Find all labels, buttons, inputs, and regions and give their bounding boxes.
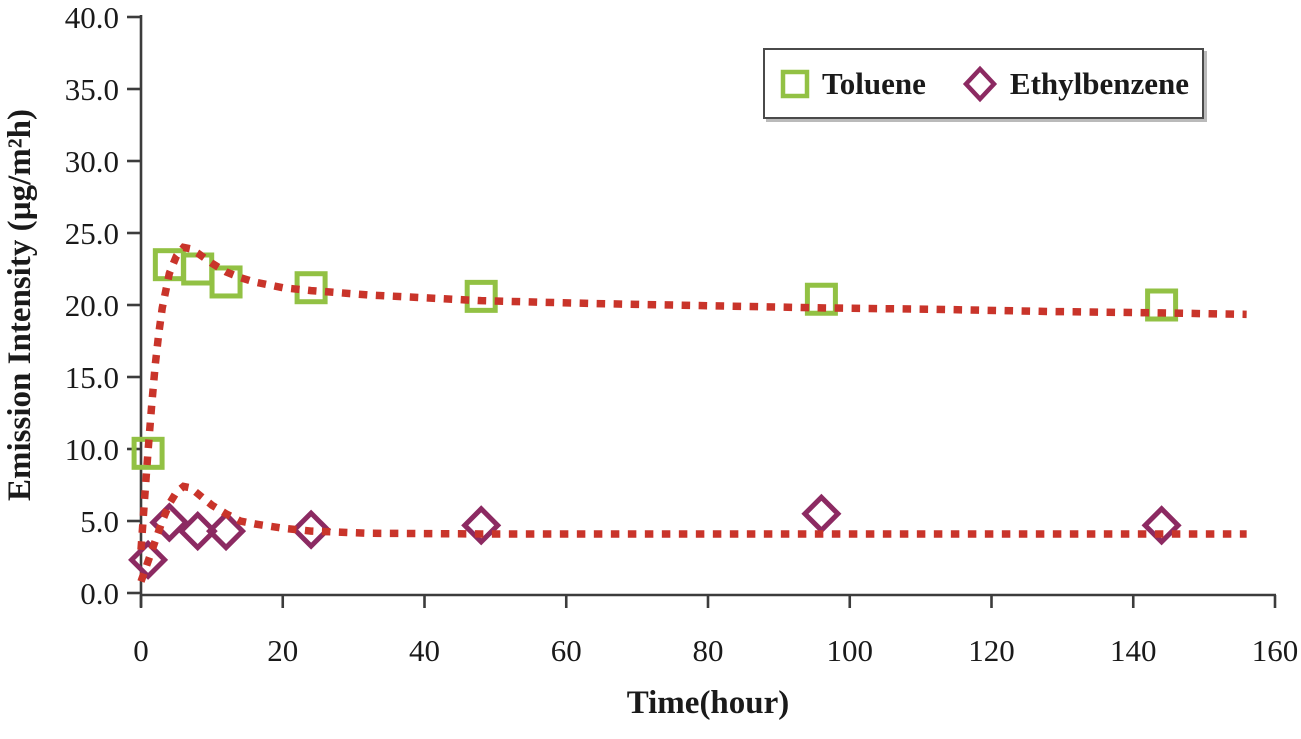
ethylbenzene-series: [128, 493, 1182, 580]
y-tick-label: 5.0: [80, 504, 119, 539]
x-tick-label: 40: [409, 633, 440, 668]
x-tick-label: 100: [827, 633, 874, 668]
ethylbenzene-point: [291, 509, 332, 550]
x-tick-label: 20: [267, 633, 298, 668]
ethylbenzene-fit-line: [137, 482, 1247, 583]
y-tick-label: 0.0: [80, 576, 119, 611]
legend: Toluene Ethylbenzene: [763, 48, 1204, 119]
x-tick-labels: 0 20 40 60 80 100 120 140 160: [133, 633, 1298, 668]
legend-label-ethylbenzene: Ethylbenzene: [1009, 65, 1190, 101]
y-tick-label: 20.0: [65, 288, 119, 323]
legend-diamond-icon: [962, 65, 997, 102]
toluene-fit-line: [137, 243, 1247, 551]
toluene-point: [1145, 288, 1179, 322]
y-tick-labels: 0.0 5.0 10.0 15.0 20.0 25.0 30.0 35.0 40.0: [65, 0, 119, 611]
y-tick-label: 35.0: [65, 72, 119, 107]
toluene-point: [131, 436, 165, 470]
ethylbenzene-point: [801, 493, 842, 534]
y-tick-label: 40.0: [65, 0, 119, 35]
y-tick-label: 10.0: [65, 432, 119, 467]
x-tick-label: 160: [1252, 633, 1299, 668]
x-tick-label: 0: [133, 633, 149, 668]
toluene-point: [464, 279, 498, 313]
ethylbenzene-point: [177, 511, 218, 552]
x-tick-label: 120: [968, 633, 1015, 668]
toluene-point: [804, 282, 838, 316]
x-tick-label: 80: [693, 633, 724, 668]
ethylbenzene-point: [149, 502, 190, 543]
ethylbenzene-point: [1141, 505, 1182, 546]
x-axis-label: Time(hour): [627, 685, 790, 721]
toluene-series: [131, 248, 1179, 470]
toluene-point: [181, 252, 215, 286]
y-axis-label: Emission Intensity (µg/m²h): [2, 109, 38, 501]
y-tick-label: 15.0: [65, 360, 119, 395]
legend-square-icon: [780, 69, 810, 98]
ethylbenzene-point: [128, 539, 169, 580]
x-tick-label: 60: [551, 633, 582, 668]
ethylbenzene-point: [206, 511, 247, 552]
y-tick-label: 30.0: [65, 144, 119, 179]
y-tick-label: 25.0: [65, 216, 119, 251]
legend-label-toluene: Toluene: [821, 65, 926, 101]
ethylbenzene-point: [461, 505, 502, 546]
toluene-point: [209, 265, 243, 299]
x-tick-label: 140: [1110, 633, 1157, 668]
